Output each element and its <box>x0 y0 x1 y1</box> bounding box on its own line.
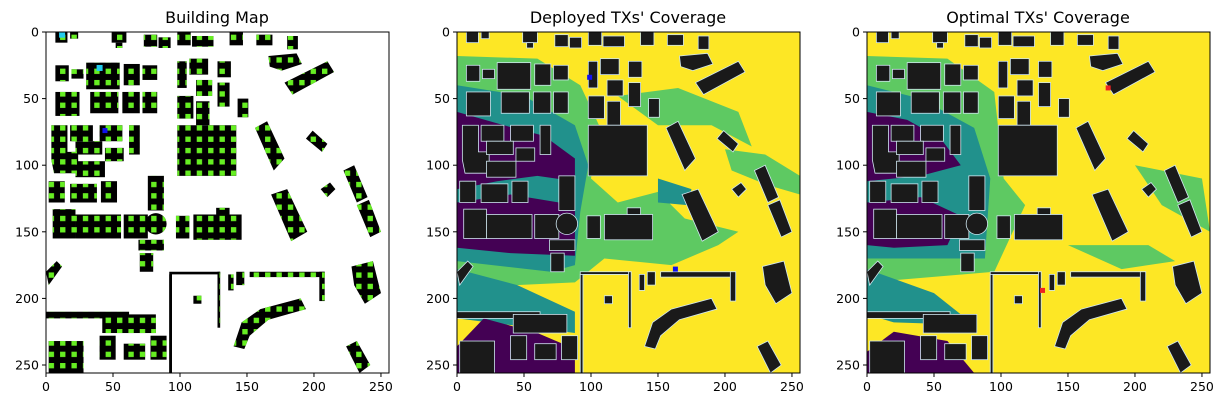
marker-1 <box>59 32 66 38</box>
y-tick-label: 200 <box>426 291 450 306</box>
x-tick-label: 150 <box>646 379 670 394</box>
marker-layer <box>59 32 108 134</box>
x-tick-label: 50 <box>105 379 121 394</box>
y-tick-label: 200 <box>836 291 860 306</box>
building-map-title: Building Map <box>165 8 269 27</box>
transmitter-2 <box>672 266 678 272</box>
axes-frame <box>45 31 390 374</box>
transmitter-1 <box>587 74 593 80</box>
x-tick-label: 0 <box>453 379 461 394</box>
building-layer <box>867 32 1203 373</box>
x-tick-label: 250 <box>369 379 393 394</box>
x-tick-label: 250 <box>1190 379 1214 394</box>
y-tick-label: 250 <box>836 358 860 373</box>
y-tick-label: 0 <box>31 25 39 40</box>
x-tick-label: 250 <box>780 379 804 394</box>
y-tick-label: 250 <box>426 358 450 373</box>
x-tick-label: 0 <box>863 379 871 394</box>
x-tick-label: 200 <box>302 379 326 394</box>
deployed-coverage-title: Deployed TXs' Coverage <box>530 8 726 27</box>
y-tick-label: 0 <box>442 25 450 40</box>
optimal-coverage-title: Optimal TXs' Coverage <box>946 8 1130 27</box>
axes-frame <box>456 31 801 374</box>
building-map-panel: Building Map 0 50 100 150 200 250050100150200… <box>15 8 393 394</box>
x-tick-label: 0 <box>42 379 50 394</box>
y-tick-label: 50 <box>434 91 450 106</box>
axes-frame <box>866 31 1211 374</box>
x-tick-label: 200 <box>1123 379 1147 394</box>
x-tick-label: 50 <box>926 379 942 394</box>
y-tick-label: 150 <box>15 224 39 239</box>
x-tick-label: 100 <box>579 379 603 394</box>
x-tick-label: 150 <box>235 379 259 394</box>
x-tick-label: 100 <box>989 379 1013 394</box>
building-layer <box>457 32 793 373</box>
transmitter-layer <box>1040 85 1111 293</box>
y-tick-label: 50 <box>23 91 39 106</box>
y-tick-label: 250 <box>15 358 39 373</box>
x-tick-label: 50 <box>516 379 532 394</box>
y-tick-label: 50 <box>844 91 860 106</box>
marker-3 <box>102 128 108 134</box>
transmitter-1 <box>1105 85 1111 91</box>
deployed-coverage-panel: Deployed TXs' Coverage 0 50 100 150 200 25005… <box>426 8 804 394</box>
y-tick-label: 100 <box>836 158 860 173</box>
marker-2 <box>96 64 103 71</box>
candidate-points-layer <box>46 32 381 373</box>
y-tick-label: 100 <box>426 158 450 173</box>
y-tick-label: 150 <box>836 224 860 239</box>
x-tick-label: 150 <box>1056 379 1080 394</box>
optimal-coverage-panel: Optimal TXs' Coverage 0 50 100 150 200 250050… <box>836 8 1214 394</box>
transmitter-layer <box>587 74 678 272</box>
y-tick-label: 0 <box>852 25 860 40</box>
x-tick-label: 200 <box>713 379 737 394</box>
y-tick-label: 150 <box>426 224 450 239</box>
transmitter-2 <box>1040 287 1046 293</box>
y-tick-label: 100 <box>15 158 39 173</box>
x-tick-label: 100 <box>168 379 192 394</box>
y-tick-label: 200 <box>15 291 39 306</box>
